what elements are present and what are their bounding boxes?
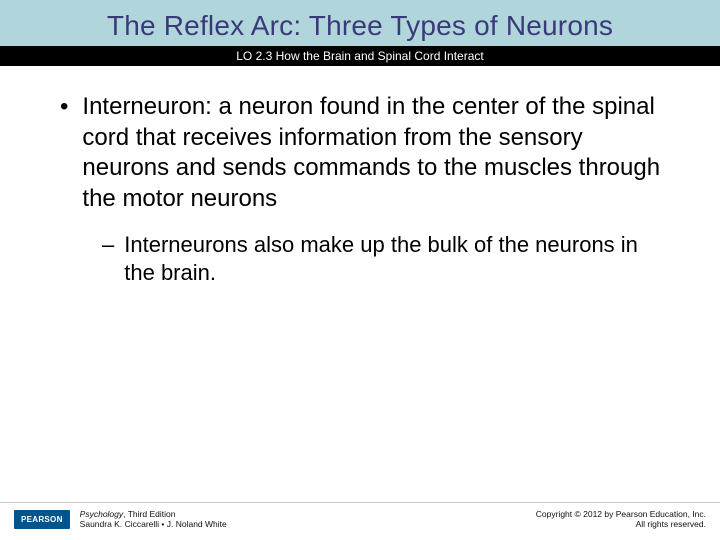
bullet-marker: • [60, 92, 68, 122]
book-edition: , Third Edition [123, 509, 175, 519]
subbullet-text: Interneurons also make up the bulk of th… [124, 231, 670, 288]
footer: PEARSON Psychology, Third Edition Saundr… [0, 502, 720, 540]
content-area: • Interneuron: a neuron found in the cen… [0, 66, 720, 540]
book-title: Psychology [80, 509, 123, 519]
slide-title: The Reflex Arc: Three Types of Neurons [0, 10, 720, 42]
subbullet-marker: – [102, 231, 114, 259]
subbullet-item: – Interneurons also make up the bulk of … [102, 231, 670, 288]
copyright-line1: Copyright © 2012 by Pearson Education, I… [536, 509, 706, 520]
book-authors: Saundra K. Ciccarelli • J. Noland White [80, 519, 227, 530]
copyright: Copyright © 2012 by Pearson Education, I… [536, 509, 706, 530]
book-info: Psychology, Third Edition Saundra K. Cic… [80, 509, 227, 530]
footer-left: PEARSON Psychology, Third Edition Saundr… [14, 509, 227, 530]
title-band: The Reflex Arc: Three Types of Neurons [0, 0, 720, 46]
slide: The Reflex Arc: Three Types of Neurons L… [0, 0, 720, 540]
pearson-logo: PEARSON [14, 510, 70, 529]
learning-objective-band: LO 2.3 How the Brain and Spinal Cord Int… [0, 46, 720, 66]
bullet-text: Interneuron: a neuron found in the cente… [82, 92, 670, 215]
bullet-item: • Interneuron: a neuron found in the cen… [60, 92, 670, 215]
book-title-line: Psychology, Third Edition [80, 509, 227, 520]
copyright-line2: All rights reserved. [536, 519, 706, 530]
